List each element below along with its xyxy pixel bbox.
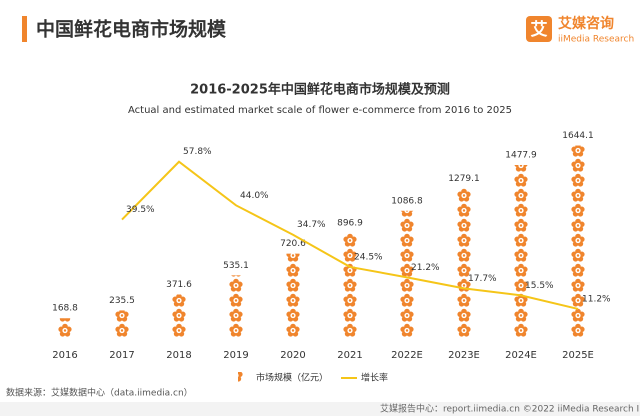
x-tick-label: 2022E	[391, 350, 423, 361]
logo-mark	[526, 16, 552, 42]
line-label: 44.0%	[240, 191, 269, 201]
x-tick-label: 2024E	[505, 350, 537, 361]
legend-swatch	[238, 372, 250, 384]
bar-label: 1477.9	[505, 150, 537, 160]
bar	[514, 164, 528, 338]
brand-name: 艾媒咨询	[558, 15, 614, 32]
line-label: 21.2%	[411, 263, 440, 273]
chart-title: 2016-2025年中国鲜花电商市场规模及预测	[190, 82, 450, 98]
bar-label: 1086.8	[391, 196, 423, 206]
line	[121, 160, 579, 310]
bar-label: 535.1	[223, 261, 249, 271]
bar	[229, 275, 243, 338]
x-tick-label: 2018	[166, 350, 191, 361]
bar	[457, 188, 471, 338]
bar	[172, 294, 186, 338]
header-accent	[22, 16, 27, 42]
brand-sub: iiMedia Research	[558, 35, 634, 45]
bar-label: 168.8	[52, 304, 78, 314]
bar-label: 1644.1	[562, 131, 594, 141]
header-title: 中国鲜花电商市场规模	[36, 18, 227, 41]
bar-label: 371.6	[166, 280, 192, 290]
bar	[343, 233, 357, 338]
bar-label: 896.9	[337, 219, 363, 229]
x-tick-label: 2019	[223, 350, 248, 361]
x-tick-label: 2017	[109, 350, 134, 361]
bar	[286, 253, 300, 338]
footer-bar	[0, 402, 640, 416]
line-label: 24.5%	[354, 252, 383, 262]
line-label: 34.7%	[297, 220, 326, 230]
x-tick-label: 2021	[337, 350, 362, 361]
line-label: 11.2%	[582, 294, 611, 304]
bar-label: 1279.1	[448, 174, 480, 184]
legend-label: 增长率	[361, 372, 388, 384]
line-label: 57.8%	[183, 147, 212, 157]
x-tick-label: 2016	[52, 350, 77, 361]
footer: 艾媒报告中心：report.iimedia.cn ©2022 iiMedia R…	[380, 403, 640, 415]
x-tick-label: 2025E	[562, 350, 594, 361]
bar	[400, 210, 414, 338]
chart-subtitle: Actual and estimated market scale of flo…	[128, 105, 512, 116]
x-tick-label: 2023E	[448, 350, 480, 361]
legend-label: 市场规模（亿元）	[256, 372, 328, 384]
bar	[571, 145, 585, 338]
logo-glyph: 艾	[531, 19, 548, 40]
line-label: 17.7%	[468, 274, 497, 284]
bar	[58, 318, 72, 338]
bar-label: 235.5	[109, 296, 135, 306]
line-label: 39.5%	[126, 205, 155, 215]
x-tick-label: 2020	[280, 350, 305, 361]
source: 数据来源：艾媒数据中心（data.iimedia.cn）	[6, 387, 193, 399]
bar-label: 720.6	[280, 239, 306, 249]
line-label: 15.5%	[525, 281, 554, 291]
bar	[115, 310, 129, 338]
